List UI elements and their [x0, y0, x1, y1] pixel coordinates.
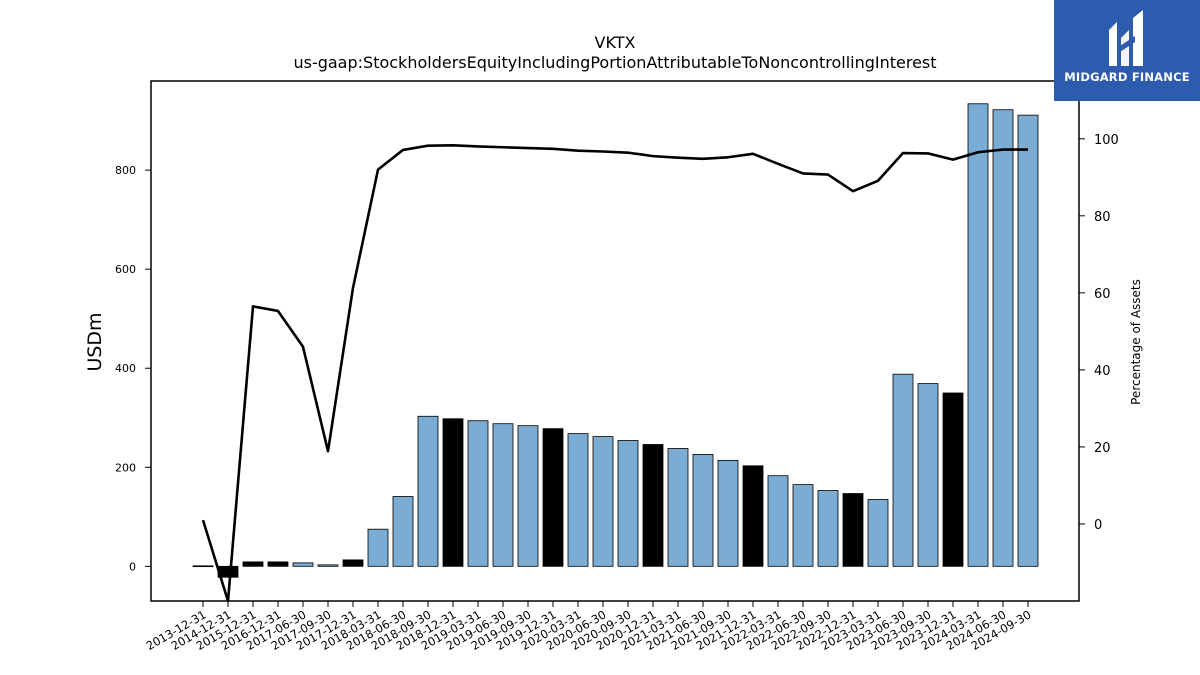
bar-2021-12-31: [742, 465, 764, 567]
bar-2023-12-31: [942, 392, 964, 567]
bar-2022-06-30: [792, 484, 814, 567]
bar-2019-12-31: [542, 428, 564, 567]
y2-tick-label: 20: [1094, 441, 1111, 456]
bar-2018-06-30: [392, 496, 414, 567]
percentage-of-assets-line: [201, 144, 1028, 603]
y-axis-label: USDm: [84, 312, 106, 371]
bar-series: [192, 103, 1039, 578]
bar-2024-09-30: [1017, 114, 1039, 567]
y-tick-label: 400: [115, 362, 136, 375]
bar-2013-12-31: [192, 565, 214, 568]
chart-subtitle: us-gaap:StockholdersEquityIncludingPorti…: [293, 53, 936, 72]
y2-axis-label: Percentage of Assets: [1129, 279, 1143, 405]
bar-2020-03-31: [567, 433, 589, 567]
bar-2020-06-30: [592, 436, 614, 567]
y-tick-label: 800: [115, 164, 136, 177]
plot-frame: [150, 80, 1080, 602]
bar-2022-09-30: [817, 490, 839, 567]
bar-2017-12-31: [342, 559, 364, 567]
bar-2015-12-31: [242, 561, 264, 567]
bar-2020-09-30: [617, 440, 639, 567]
y-tick-label: 0: [129, 560, 136, 573]
bar-2024-06-30: [992, 109, 1014, 567]
logo-mark-icon: [1109, 10, 1143, 66]
bar-2019-09-30: [517, 425, 539, 567]
bar-2022-03-31: [767, 475, 789, 567]
y2-tick-label: 0: [1094, 518, 1102, 533]
bar-2020-12-31: [642, 444, 664, 567]
left-axis: 0 200 400 600 800: [115, 164, 151, 573]
bar-2018-09-30: [417, 415, 439, 567]
bar-2018-12-31: [442, 418, 464, 567]
bar-2024-03-31: [967, 103, 989, 567]
chart-title: VKTX: [595, 33, 636, 52]
brand-logo: MIDGARD FINANCE: [1054, 0, 1200, 101]
bar-2018-03-31: [367, 528, 389, 567]
bar-2016-12-31: [267, 561, 289, 567]
bar-2019-03-31: [467, 420, 489, 567]
bar-2021-09-30: [717, 459, 739, 567]
bar-2017-06-30: [292, 562, 314, 567]
line-series: [201, 144, 1028, 603]
y2-tick-label: 60: [1094, 287, 1111, 302]
y-tick-label: 200: [115, 461, 136, 474]
y2-tick-label: 40: [1094, 364, 1111, 379]
y-tick-label: 600: [115, 263, 136, 276]
bar-2023-09-30: [917, 383, 939, 567]
x-axis: 2013-12-312014-12-312015-12-312016-12-31…: [144, 601, 1034, 653]
bar-2022-12-31: [842, 493, 864, 567]
y2-tick-label: 100: [1094, 133, 1119, 148]
logo-text: MIDGARD FINANCE: [1064, 70, 1190, 84]
y2-tick-label: 80: [1094, 210, 1111, 225]
right-axis: 0 20 40 60 80 100: [1079, 133, 1119, 533]
bar-2023-03-31: [867, 499, 889, 567]
bar-2021-06-30: [692, 454, 714, 567]
bar-2019-06-30: [492, 423, 514, 567]
bar-2023-06-30: [892, 373, 914, 567]
bar-2017-09-30: [317, 564, 339, 567]
bar-2021-03-31: [667, 448, 689, 567]
